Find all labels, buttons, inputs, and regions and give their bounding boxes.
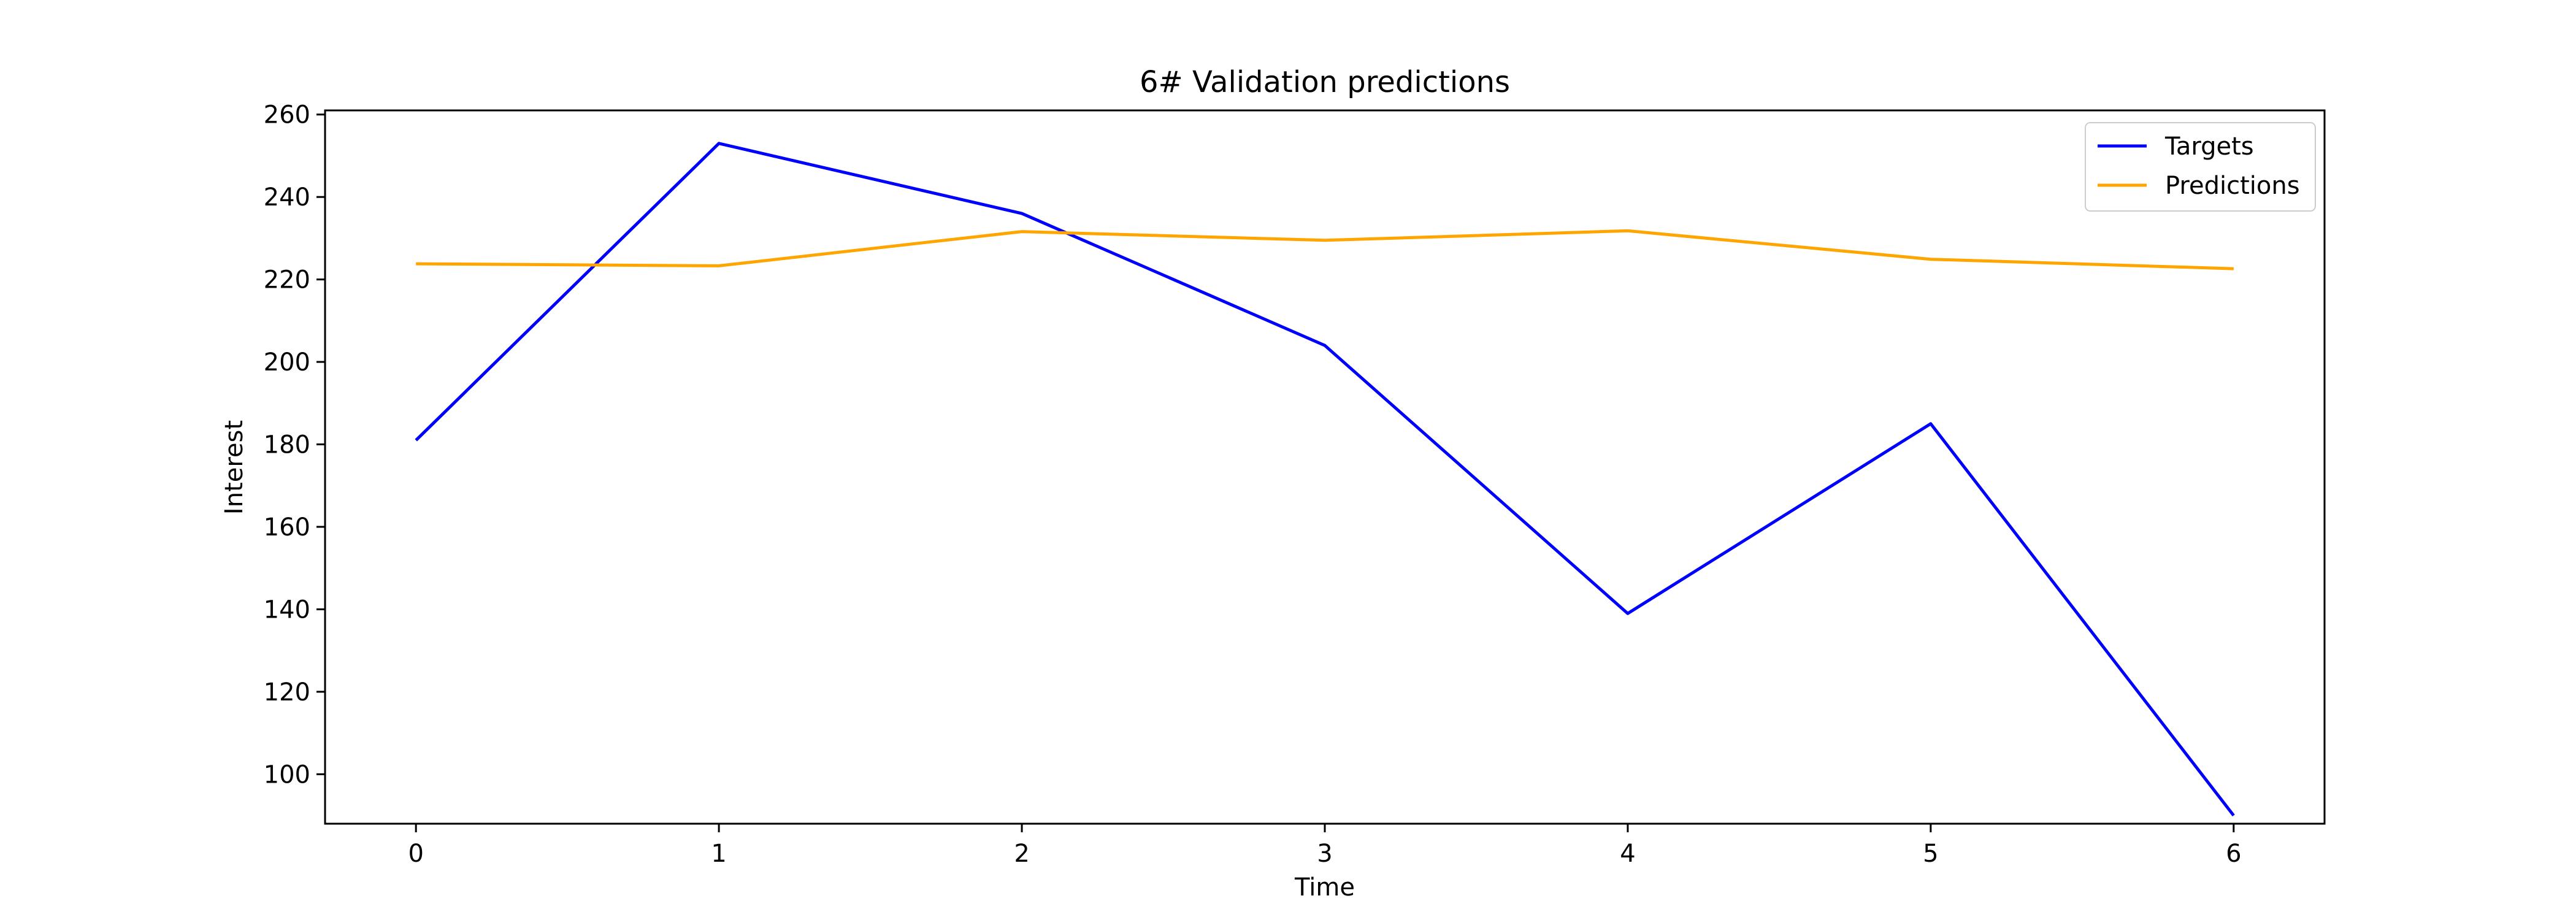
legend-label-predictions: Predictions: [2165, 172, 2300, 200]
y-tick-label: 140: [264, 596, 310, 624]
legend: Targets Predictions: [2085, 122, 2316, 212]
x-tick-label: 4: [1620, 840, 1635, 868]
axes-frame: [324, 109, 2326, 825]
x-axis-title: Time: [1294, 873, 1355, 902]
series-line-predictions: [416, 229, 2234, 270]
y-axis: 100 120 140 160 180 200 220 240 260: [264, 101, 325, 789]
y-axis-title: Interest: [220, 420, 248, 515]
y-tick-label: 260: [264, 101, 310, 129]
y-tick-label: 100: [264, 761, 310, 789]
x-tick-label: 5: [1923, 840, 1938, 868]
x-tick-label: 0: [408, 840, 423, 868]
x-tick-label: 1: [711, 840, 726, 868]
chart-title: 6# Validation predictions: [1140, 65, 1510, 99]
y-tick-label: 160: [264, 513, 310, 542]
y-tick-label: 220: [264, 266, 310, 294]
y-tick-label: 240: [264, 183, 310, 212]
x-tick-label: 3: [1317, 840, 1332, 868]
legend-label-targets: Targets: [2164, 132, 2254, 161]
x-tick-label: 2: [1014, 840, 1029, 868]
x-tick-label: 6: [2226, 840, 2241, 868]
x-axis: 0 1 2 3 4 5 6: [408, 824, 2242, 868]
y-tick-label: 200: [264, 348, 310, 377]
plot-area: [415, 142, 2235, 817]
y-tick-label: 180: [264, 431, 310, 459]
y-tick-label: 120: [264, 678, 310, 707]
series-line-targets: [415, 142, 2235, 817]
